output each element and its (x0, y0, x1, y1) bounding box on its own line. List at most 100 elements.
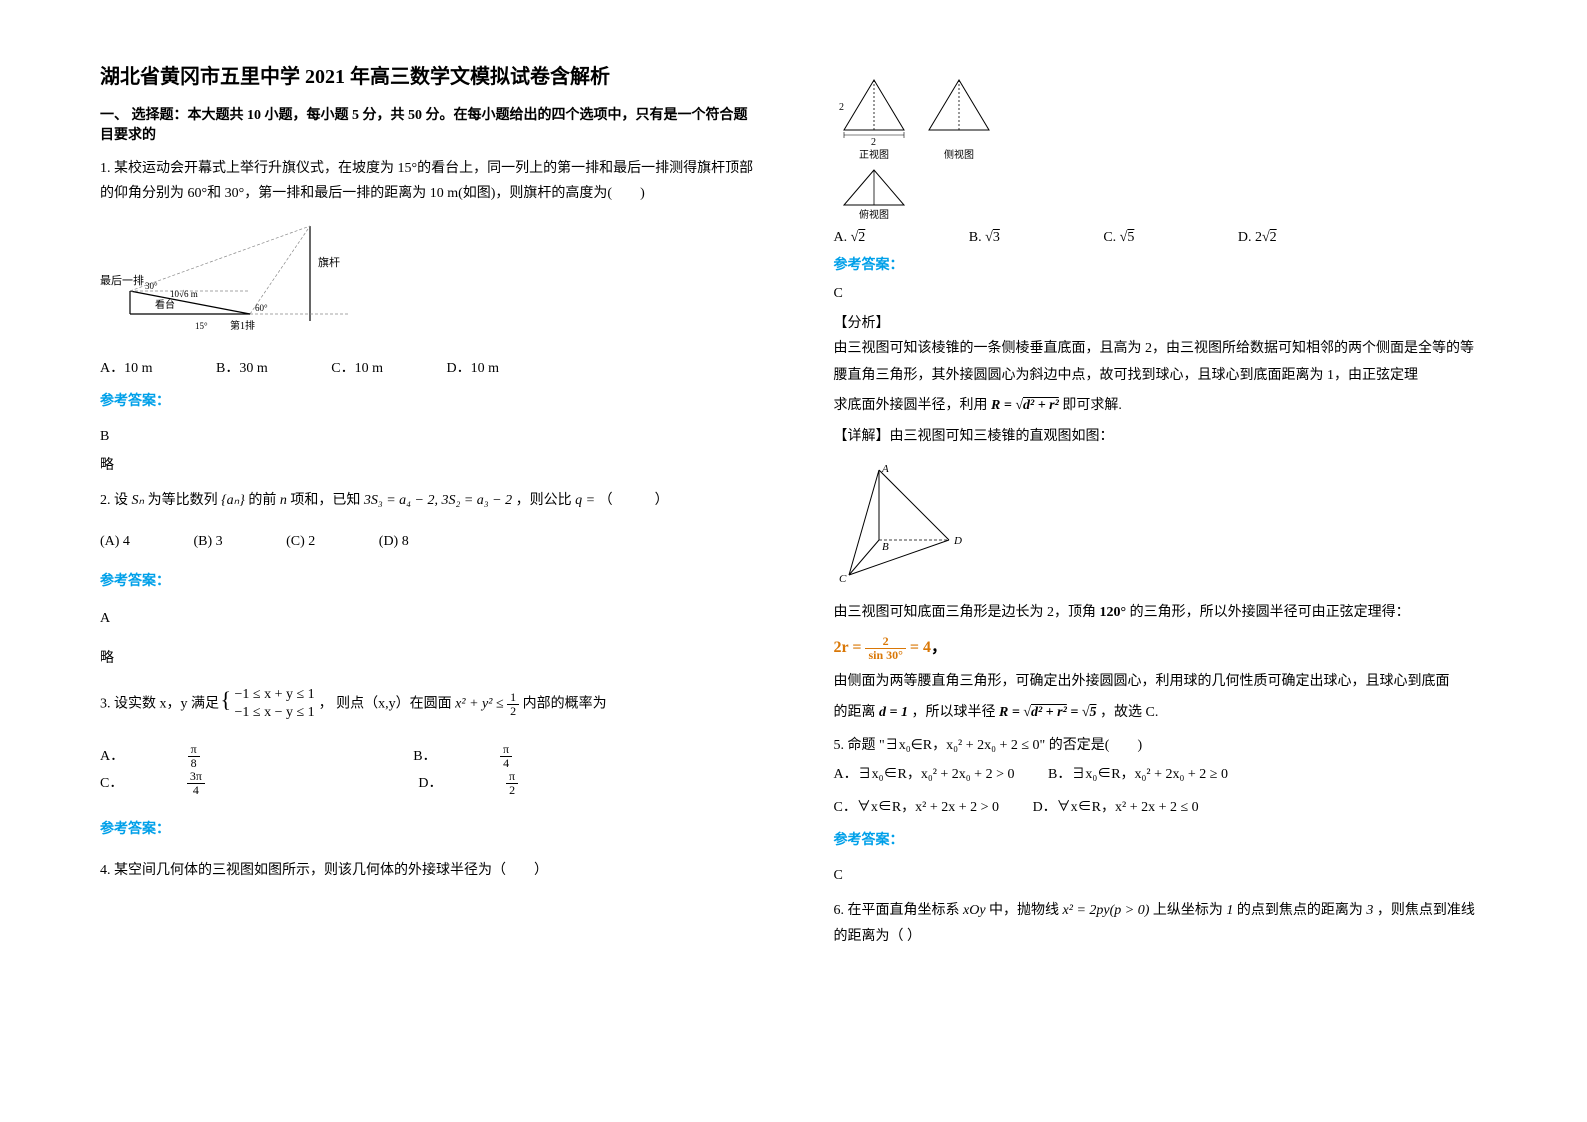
q1-brief: 略 (100, 453, 754, 478)
q3-d-label: D． (418, 771, 442, 796)
q2-sn: Sₙ (132, 493, 145, 508)
q2-brief: 略 (100, 646, 754, 671)
q4-p2-suf: 即可求解. (1062, 398, 1122, 413)
eq-2r-num: 2 (865, 635, 905, 649)
q2-eq: 3S₃ = a₄ − 2, 3S₂ = a₃ − 2 (364, 493, 512, 508)
q3-con-bot: −1 ≤ x − y ≤ 1 (235, 704, 315, 722)
page-title: 湖北省黄冈市五里中学 2021 年高三数学文模拟试卷含解析 (100, 60, 754, 89)
q1-choice-b: B．30 m (216, 356, 268, 381)
q3-answer-label: 参考答案： (100, 817, 754, 842)
label-first-row: 第1排 (230, 319, 255, 332)
q3-c-den: 4 (187, 784, 205, 797)
question-3: 3. 设实数 x，y 满足 { −1 ≤ x + y ≤ 1 −1 ≤ x − … (100, 686, 754, 842)
label-flagpole: 旗杆 (318, 255, 340, 269)
q4-dim-h: 2 (839, 102, 844, 113)
q4-text: 4. 某空间几何体的三视图如图所示，则该几何体的外接球半径为（ ） (100, 863, 548, 878)
q1-text: 1. 某校运动会开幕式上举行升旗仪式，在坡度为 15°的看台上，同一列上的第一排… (100, 156, 754, 206)
q4-answer: C (834, 286, 1488, 302)
section-heading: 一、 选择题：本大题共 10 小题，每小题 5 分，共 50 分。在每小题给出的… (100, 104, 754, 144)
question-5: 5. 命题 "∃x₀∈R，x₀² + 2x₀ + 2 ≤ 0" 的否定是( ) … (834, 733, 1488, 889)
q4-d1-pre: 由三视图可知底面三角形是边长为 2，顶角 (834, 605, 1097, 620)
label-side-view: 侧视图 (944, 148, 974, 161)
q3-con-top: −1 ≤ x + y ≤ 1 (235, 686, 315, 704)
q4-detail-p3: 的距离 d = 1 ，所以球半径 R = √d² + r² = √5 ，故选 C… (834, 700, 1488, 727)
q4-d3-d: d = 1 (879, 705, 908, 720)
q2-mid1: 为等比数列 (148, 493, 218, 508)
question-6: 6. 在平面直角坐标系 xOy 中，抛物线 x² = 2py(p > 0) 上纵… (834, 898, 1488, 948)
q4-choice-c: C. √5 (1103, 230, 1184, 246)
q3-circle: x² + y² ≤ (455, 697, 503, 712)
q6-one: 1 (1226, 903, 1233, 918)
q3-b-num: π (500, 743, 512, 757)
eq-2r-lhs: 2r = (834, 639, 862, 656)
cone-d: D (953, 535, 962, 547)
q3-d-num: π (506, 770, 518, 784)
label-last-row: 最后一排 (100, 273, 144, 287)
question-1: 1. 某校运动会开幕式上举行升旗仪式，在坡度为 15°的看台上，同一列上的第一排… (100, 156, 754, 478)
q1-choices: A．10 m B．30 m C．10 m D．10 m (100, 356, 754, 381)
q4-dim-w: 2 (871, 137, 876, 148)
q6-three: 3 (1366, 903, 1373, 918)
cone-a: A (881, 463, 889, 475)
q1-choice-c: C．10 m (331, 356, 383, 381)
q3-mid1: 则点（x,y）在圆面 (336, 697, 452, 712)
q6-mid2: 上纵坐标为 (1153, 903, 1223, 918)
q4-p2-pre: 求底面外接圆半径，利用 (834, 398, 988, 413)
angle-30: 30° (145, 281, 158, 291)
angle-60: 60° (255, 303, 268, 313)
q4-d3-R: R = √d² + r² = √5 (999, 705, 1097, 720)
q5-choice-d: D．∀x∈R，x² + 2x + 2 ≤ 0 (1033, 795, 1199, 820)
q3-half: 1 2 (507, 691, 519, 718)
q3-pre: 3. 设实数 x，y 满足 (100, 697, 219, 712)
q3-half-num: 1 (507, 691, 519, 705)
eq-2r-den: sin 30° (865, 649, 905, 662)
q4-choice-a: A. √2 (834, 230, 916, 246)
q3-choice-c: C． 3π4 (100, 770, 325, 797)
q4-analysis-p2: 求底面外接圆半径，利用 R = √d² + r² 即可求解. (834, 393, 1488, 420)
q3-end: 内部的概率为 (523, 697, 607, 712)
q3-choices: A． π8 B． π4 C． 3π4 D． π2 (100, 743, 754, 798)
angle-15: 15° (195, 321, 208, 331)
q2-answer-label: 参考答案： (100, 569, 754, 594)
q2-pre: 2. 设 (100, 493, 128, 508)
q3-c-num: 3π (187, 770, 205, 784)
q2-mid4: ，则公比 (516, 493, 572, 508)
q2-n: n (280, 493, 287, 508)
q3-c-label: C． (100, 771, 123, 796)
q2-mid3: 项和，已知 (290, 493, 360, 508)
q4-answer-label: 参考答案： (834, 254, 1488, 274)
q3-half-den: 2 (507, 705, 519, 718)
q3-constraints: { −1 ≤ x + y ≤ 1 −1 ≤ x − y ≤ 1 (227, 686, 315, 722)
q4-eq-2r: 2r = 2 sin 30° = 4， (834, 633, 1488, 663)
q1-answer-label: 参考答案： (100, 389, 754, 414)
q2-an: {aₙ} (221, 493, 245, 508)
q6-mid1: 中，抛物线 (989, 903, 1059, 918)
q4-choices: A. √2 B. √3 C. √5 D. 2√2 (834, 230, 1488, 246)
q3-d-den: 2 (506, 784, 518, 797)
q1-choice-d: D．10 m (446, 356, 499, 381)
question-2: 2. 设 Sₙ 为等比数列 {aₙ} 的前 n 项和，已知 3S₃ = a₄ −… (100, 488, 754, 671)
q5-answer: C (834, 863, 1488, 888)
q2-choices: (A) 4 (B) 3 (C) 2 (D) 8 (100, 529, 754, 554)
eq-2r-rhs: = 4 (910, 639, 931, 656)
q1-choice-a: A．10 m (100, 356, 153, 381)
q4-choice-b: B. √3 (969, 230, 1050, 246)
q5-text: 5. 命题 "∃x₀∈R，x₀² + 2x₀ + 2 ≤ 0" 的否定是( ) (834, 733, 1488, 758)
label-front-view: 正视图 (859, 148, 889, 161)
q4-d3-suf: ，故选 C. (1100, 705, 1158, 720)
q3-a-label: A． (100, 744, 124, 769)
q3-b-label: B． (413, 744, 436, 769)
q2-q: q = (575, 493, 595, 508)
q6-xoy: xOy (963, 903, 986, 918)
q6-mid3: 的点到焦点的距离为 (1237, 903, 1363, 918)
question-4-text: 4. 某空间几何体的三视图如图所示，则该几何体的外接球半径为（ ） (100, 858, 754, 883)
q4-p2-eq: R = √d² + r² (991, 398, 1059, 413)
q2-answer: A (100, 606, 754, 631)
q4-d1-suf: 的三角形，所以外接圆半径可由正弦定理得： (1130, 605, 1410, 620)
q5-choice-a: A．∃x₀∈R，x₀² + 2x₀ + 2 > 0 (834, 762, 1015, 787)
q4-d1-angle: 120° (1100, 605, 1127, 620)
q4-detail-p1: 由三视图可知底面三角形是边长为 2，顶角 120° 的三角形，所以外接圆半径可由… (834, 600, 1488, 627)
q6-parabola: x² = 2py(p > 0) (1063, 903, 1150, 918)
label-top-view: 俯视图 (859, 208, 889, 220)
q3-choice-a: A． π8 (100, 743, 320, 770)
